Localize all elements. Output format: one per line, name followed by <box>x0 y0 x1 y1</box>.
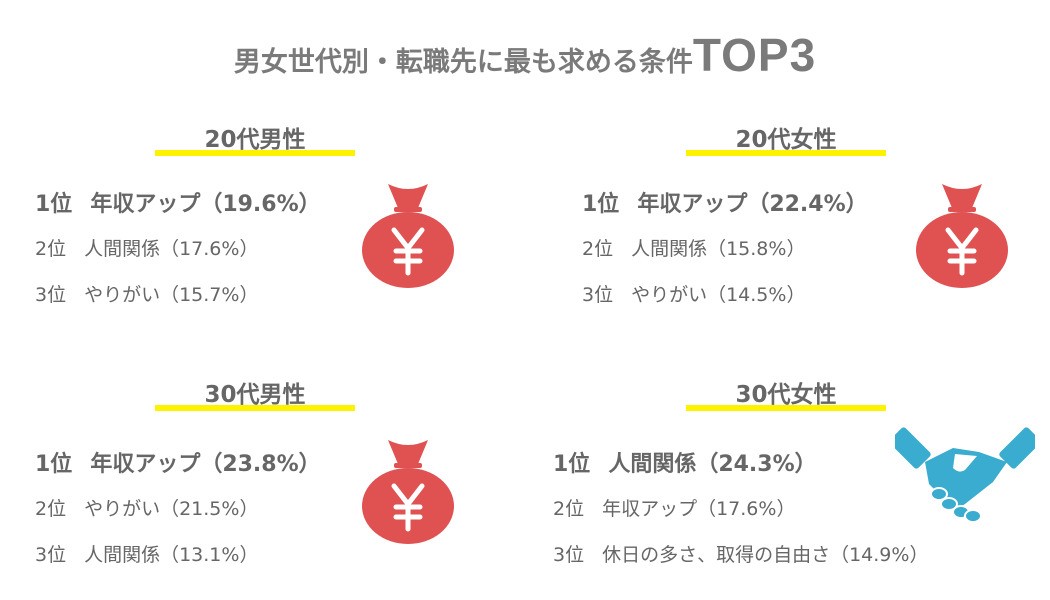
rank-position: 2位 <box>35 498 67 520</box>
panel-heading: 20代男性 <box>155 120 355 156</box>
heading-highlight-bar <box>686 405 886 411</box>
rank-position: 3位 <box>35 544 67 566</box>
rank-item: 年収アップ（17.6%） <box>602 498 796 520</box>
money-bag-icon <box>362 440 454 544</box>
rank-position: 1位 <box>35 192 73 217</box>
rank-item: 休日の多さ、取得の自由さ（14.9%） <box>602 544 929 566</box>
money-bag-icon <box>916 184 1008 288</box>
heading-label: 20代女性 <box>735 127 837 153</box>
panel-heading: 30代男性 <box>155 375 355 411</box>
rank-3: 3位 やりがい（14.5%） <box>582 280 805 307</box>
rank-position: 3位 <box>35 284 67 306</box>
page-title-main: 男女世代別・転職先に最も求める条件 <box>233 47 693 78</box>
heading-highlight-bar <box>155 150 355 156</box>
rank-item: やりがい（14.5%） <box>631 284 806 306</box>
rank-2: 2位 やりがい（21.5%） <box>35 494 258 521</box>
rank-2: 2位 人間関係（15.8%） <box>582 234 805 261</box>
rank-item: 年収アップ（23.8%） <box>90 452 321 477</box>
rank-item: 人間関係（24.3%） <box>608 452 817 477</box>
rank-position: 2位 <box>582 238 614 260</box>
rank-2: 2位 人間関係（17.6%） <box>35 234 258 261</box>
rank-position: 1位 <box>553 452 591 477</box>
money-bag-icon <box>362 184 454 288</box>
panel-heading: 20代女性 <box>686 120 886 156</box>
handshake-icon <box>895 427 1035 523</box>
page-title-accent: TOP3 <box>692 29 817 81</box>
panel-heading: 30代女性 <box>686 375 886 411</box>
heading-highlight-bar <box>155 405 355 411</box>
rank-3: 3位 人間関係（13.1%） <box>35 540 258 567</box>
rank-item: やりがい（21.5%） <box>84 498 259 520</box>
rank-item: 年収アップ（22.4%） <box>637 192 868 217</box>
rank-item: やりがい（15.7%） <box>84 284 259 306</box>
rank-1: 1位 人間関係（24.3%） <box>553 446 817 478</box>
rank-1: 1位 年収アップ（23.8%） <box>35 446 321 478</box>
page-title: 男女世代別・転職先に最も求める条件TOP3 <box>0 28 1050 82</box>
rank-1: 1位 年収アップ（22.4%） <box>582 186 868 218</box>
rank-position: 2位 <box>35 238 67 260</box>
rank-position: 1位 <box>35 452 73 477</box>
rank-item: 人間関係（13.1%） <box>84 544 259 566</box>
rank-position: 2位 <box>553 498 585 520</box>
rank-item: 人間関係（15.8%） <box>631 238 806 260</box>
rank-position: 3位 <box>553 544 585 566</box>
rank-3: 3位 休日の多さ、取得の自由さ（14.9%） <box>553 540 928 567</box>
heading-label: 30代男性 <box>204 382 306 408</box>
rank-3: 3位 やりがい（15.7%） <box>35 280 258 307</box>
heading-label: 20代男性 <box>204 127 306 153</box>
rank-item: 人間関係（17.6%） <box>84 238 259 260</box>
rank-item: 年収アップ（19.6%） <box>90 192 321 217</box>
rank-position: 3位 <box>582 284 614 306</box>
heading-highlight-bar <box>686 150 886 156</box>
rank-2: 2位 年収アップ（17.6%） <box>553 494 795 521</box>
heading-label: 30代女性 <box>735 382 837 408</box>
rank-1: 1位 年収アップ（19.6%） <box>35 186 321 218</box>
rank-position: 1位 <box>582 192 620 217</box>
